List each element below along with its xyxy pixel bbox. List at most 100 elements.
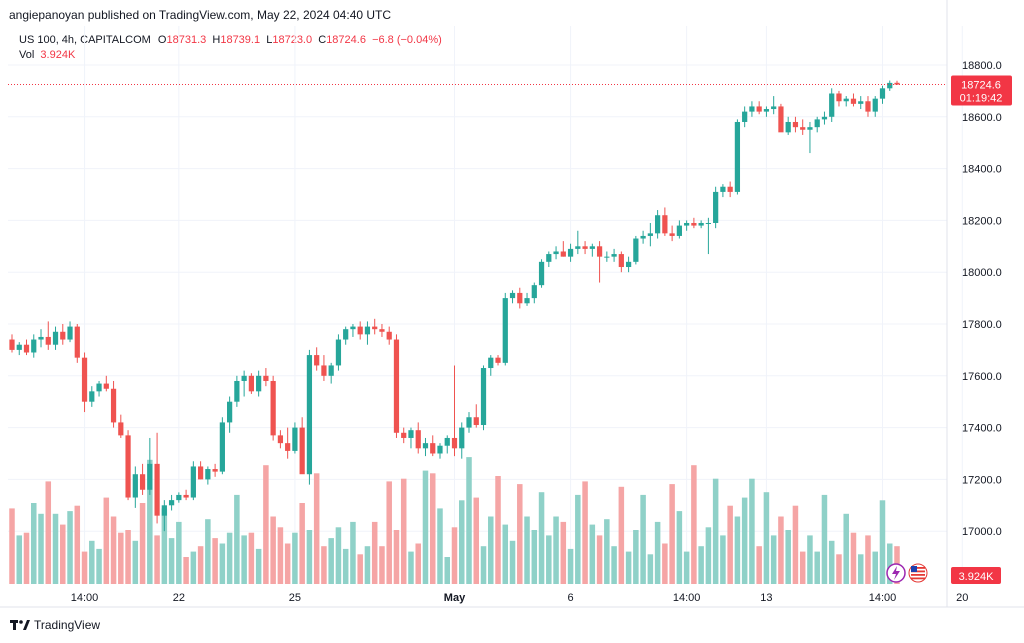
candle-body [96,383,102,392]
volume-bar [139,503,146,584]
volume-bar [749,478,755,584]
volume-bar [270,516,276,584]
candle-body [161,505,167,516]
volume-bar [255,548,262,584]
volume-bar [350,521,356,584]
candle-body [132,474,138,498]
volume-bar [560,521,567,584]
candle-body [176,494,182,501]
ohlc-legend: US 100, 4h, CAPITALCOM O18731.3 H18739.1… [19,34,442,46]
volume-bar [836,554,842,584]
close-label: C [318,34,327,46]
tradingview-logo-icon [10,620,30,630]
candle-body [865,101,871,112]
volume-bar [306,530,313,584]
volume-bar [277,527,284,584]
candle-body [771,106,777,110]
candle-body [234,380,240,402]
x-tick-label: 25 [289,592,301,604]
volume-bar [429,473,436,584]
volume-bar [31,503,37,584]
volume-bar [118,532,124,584]
volume-bar [633,530,639,584]
volume-bar [313,473,320,584]
candle-body [241,375,247,381]
candle-body [139,474,146,490]
candle-body [517,292,523,304]
candle-body [31,339,37,353]
volume-bar [828,540,835,584]
candle-body [430,443,436,454]
candle-body [110,388,117,423]
low-value: 18723.0 [272,34,313,46]
volume-bar [415,543,421,584]
last-price-label: 18724.6 [961,80,1001,92]
volume-bar [292,532,298,584]
candle-body [647,233,653,236]
volume-bar [357,554,363,584]
candle-body [756,106,762,112]
us-flag-stripe [911,570,925,573]
candle-body [444,437,450,446]
volume-bar [132,540,139,584]
volume-bar [321,546,327,584]
volume-bar [857,554,864,584]
candle-body [379,329,385,332]
high-value: 18739.1 [220,34,261,46]
volume-bar [553,516,559,584]
x-tick-label: 6 [568,592,574,604]
volume-bar [538,492,545,584]
volume-bar [741,497,748,584]
candle-body [306,355,313,475]
us-flag-stripe [911,577,925,580]
volume-bar [444,557,451,584]
volume-bar [778,516,784,584]
volume-bar [502,524,509,584]
volume-bar [763,492,770,584]
candle-body [256,375,262,392]
candle-body [23,344,30,353]
candle-body [633,238,639,262]
candle-body [168,500,175,506]
candle-body [495,357,501,363]
volume-bar [205,519,211,584]
volume-bar [67,511,73,584]
candle-body [437,445,443,454]
open-label: O [157,34,167,46]
volume-bar [328,538,334,584]
volume-bar [81,551,88,584]
high-label: H [212,34,221,46]
volume-bar [720,535,726,584]
us-flag-stripe [911,567,925,569]
volume-bar [575,494,581,584]
candle-body [655,215,661,234]
volume-bar [9,508,15,584]
candle-body [74,326,80,358]
candle-body [314,355,320,366]
candle-body [183,494,189,498]
volume-bar [843,513,849,584]
tradingview-footer: TradingView [10,618,100,632]
volume-bar [379,546,385,584]
candle-body [567,248,574,257]
candle-body [676,225,682,236]
volume-bar [589,524,596,584]
candle-body [466,417,472,428]
candle-body [321,365,327,376]
volume-bar [524,516,530,584]
candle-body [611,254,617,257]
volume-bar [342,548,349,584]
candle-body [727,186,733,192]
candle-body [343,329,349,340]
volume-bar [850,532,857,584]
candle-body [197,466,204,480]
y-tick-label: 17600.0 [962,371,1002,383]
candle-body [422,443,429,449]
last-price-tag [951,75,1012,106]
volume-bar [16,535,23,584]
candle-body [887,82,893,89]
candle-body [45,336,51,345]
volume-bar [792,505,799,584]
volume-bar [756,546,762,584]
